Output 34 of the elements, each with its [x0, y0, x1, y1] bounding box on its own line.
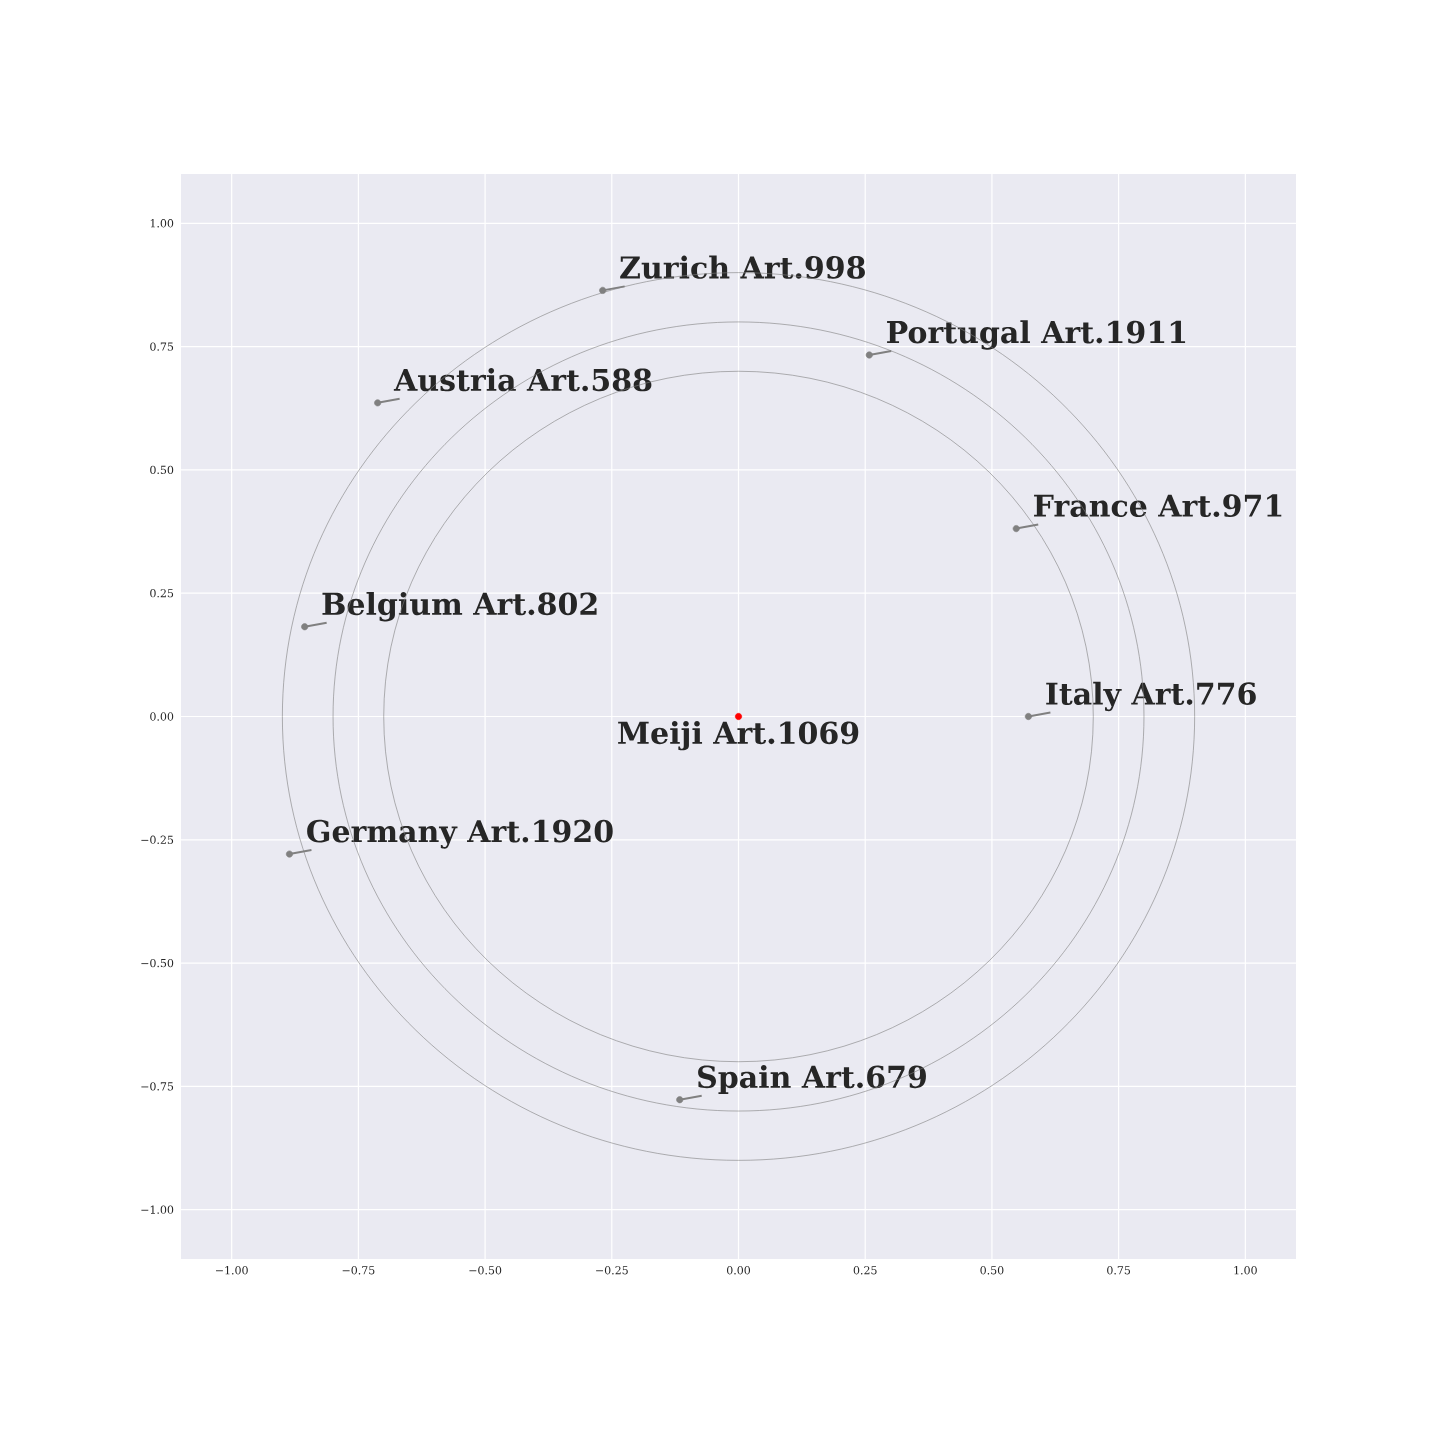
- point: [1012, 525, 1020, 533]
- point: [301, 623, 309, 631]
- annotation: Spain Art.679: [698, 1064, 926, 1094]
- x-tick-label: 1.00: [1234, 1266, 1257, 1275]
- annotation: Zurich Art.998: [620, 255, 865, 279]
- point: [374, 399, 382, 407]
- x-tick-label: 0.50: [980, 1266, 1004, 1275]
- y-tick-label: 0.25: [150, 589, 174, 598]
- point: [1024, 712, 1032, 720]
- y-tick-label: −0.50: [141, 958, 174, 968]
- y-tick-label: 0.50: [150, 465, 174, 475]
- x-tick-label: −0.75: [342, 1266, 375, 1275]
- annotation: Meiji Art.1069: [618, 720, 859, 751]
- y-tick-label: −0.25: [141, 835, 174, 844]
- x-tick-label: −0.25: [596, 1266, 628, 1275]
- y-tick-label: −1.00: [141, 1205, 174, 1214]
- x-tick-label: −1.00: [215, 1266, 248, 1275]
- annotation: France Art.971: [1034, 494, 1282, 518]
- annotation: Austria Art.588: [393, 368, 652, 392]
- annotation: Germany Art.1920: [307, 819, 613, 849]
- point: [865, 351, 873, 359]
- y-tick-label: 0.00: [150, 712, 174, 721]
- annotation: Italy Art.776: [1046, 681, 1256, 712]
- point: [676, 1096, 684, 1104]
- x-tick-label: 0.75: [1107, 1266, 1131, 1275]
- y-tick-label: 1.00: [150, 219, 174, 228]
- point: [285, 850, 293, 858]
- y-tick-label: 0.75: [150, 342, 174, 351]
- y-tick-label: −0.75: [141, 1082, 174, 1091]
- x-tick-label: −0.50: [469, 1266, 502, 1275]
- annotation: Belgium Art.802: [322, 591, 597, 622]
- annotation: Portugal Art.1911: [887, 320, 1186, 350]
- x-tick-label: 0.25: [853, 1266, 877, 1275]
- x-tick-label: 0.00: [726, 1266, 751, 1275]
